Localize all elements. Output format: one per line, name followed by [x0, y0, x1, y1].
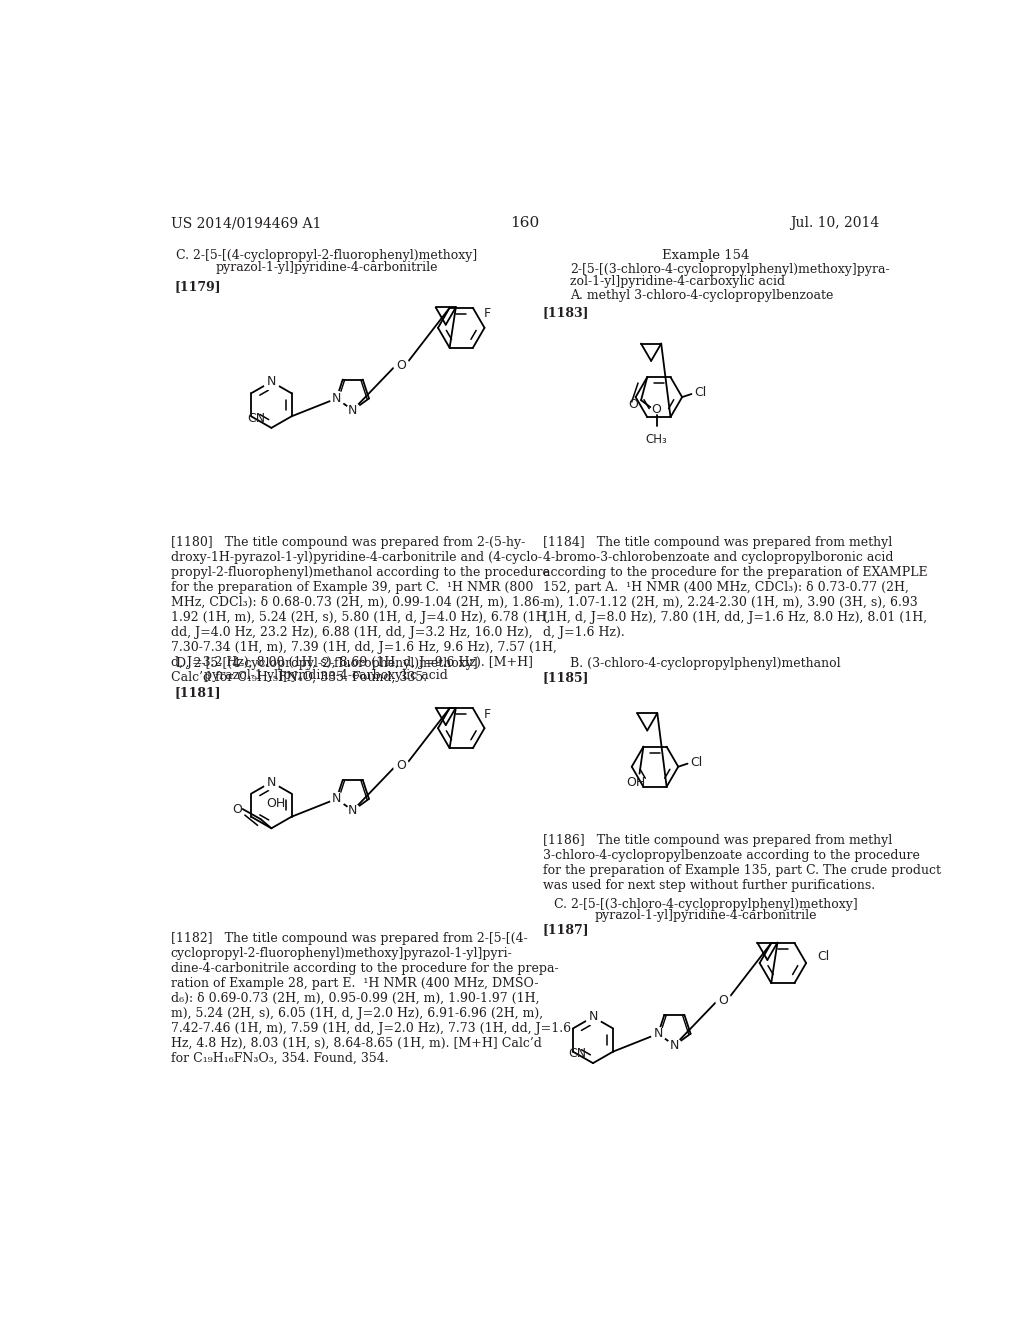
Text: [1185]: [1185]: [543, 671, 589, 684]
Text: N: N: [589, 1010, 598, 1023]
Text: F: F: [483, 708, 490, 721]
Text: C. 2-[5-[(3-chloro-4-cyclopropylphenyl)methoxy]: C. 2-[5-[(3-chloro-4-cyclopropylphenyl)m…: [554, 898, 857, 911]
Text: O: O: [232, 803, 243, 816]
Text: [1187]: [1187]: [543, 923, 589, 936]
Text: [1181]: [1181]: [174, 686, 221, 700]
Text: N: N: [670, 1039, 679, 1052]
Text: C. 2-[5-[(4-cyclopropyl-2-fluorophenyl)methoxy]: C. 2-[5-[(4-cyclopropyl-2-fluorophenyl)m…: [176, 249, 477, 263]
Text: CN: CN: [568, 1047, 587, 1060]
Text: Cl: Cl: [817, 950, 829, 964]
Text: B. (3-chloro-4-cyclopropylphenyl)methanol: B. (3-chloro-4-cyclopropylphenyl)methano…: [570, 657, 841, 671]
Text: N: N: [266, 776, 276, 788]
Text: [1184]   The title compound was prepared from methyl
4-bromo-3-chlorobenzoate an: [1184] The title compound was prepared f…: [543, 536, 928, 639]
Text: [1179]: [1179]: [174, 280, 221, 293]
Text: Jul. 10, 2014: Jul. 10, 2014: [790, 216, 879, 230]
Text: OH: OH: [266, 797, 286, 810]
Text: CH₃: CH₃: [646, 433, 668, 446]
Text: O: O: [718, 994, 728, 1007]
Text: Cl: Cl: [694, 385, 707, 399]
Text: pyrazol-1-yl]pyridine-4-carbonitrile: pyrazol-1-yl]pyridine-4-carbonitrile: [215, 261, 437, 273]
Text: 2-[5-[(3-chloro-4-cyclopropylphenyl)methoxy]pyra-: 2-[5-[(3-chloro-4-cyclopropylphenyl)meth…: [569, 263, 890, 276]
Text: US 2014/0194469 A1: US 2014/0194469 A1: [171, 216, 321, 230]
Text: [1186]   The title compound was prepared from methyl
3-chloro-4-cyclopropylbenzo: [1186] The title compound was prepared f…: [543, 834, 941, 892]
Text: D. 2-[5-[(4-cyclopropyl-2-fluorophenyl)methoxy]: D. 2-[5-[(4-cyclopropyl-2-fluorophenyl)m…: [175, 657, 477, 671]
Text: [1182]   The title compound was prepared from 2-[5-[(4-
cyclopropyl-2-fluorophen: [1182] The title compound was prepared f…: [171, 932, 570, 1065]
Text: [1180]   The title compound was prepared from 2-(5-hy-
droxy-1H-pyrazol-1-yl)pyr: [1180] The title compound was prepared f…: [171, 536, 556, 684]
Text: OH: OH: [626, 776, 645, 789]
Text: [1183]: [1183]: [543, 306, 589, 319]
Text: N: N: [348, 404, 357, 417]
Text: pyrazol-1-yl]pyridine-4-carboxylic acid: pyrazol-1-yl]pyridine-4-carboxylic acid: [205, 669, 449, 682]
Text: O: O: [396, 359, 407, 372]
Text: pyrazol-1-yl]pyridine-4-carbonitrile: pyrazol-1-yl]pyridine-4-carbonitrile: [594, 909, 816, 923]
Text: CN: CN: [247, 412, 265, 425]
Text: N: N: [266, 375, 276, 388]
Text: O: O: [396, 759, 407, 772]
Text: O: O: [651, 403, 662, 416]
Text: N: N: [348, 804, 357, 817]
Text: Example 154: Example 154: [662, 249, 750, 263]
Text: N: N: [653, 1027, 663, 1040]
Text: N: N: [332, 392, 341, 405]
Text: F: F: [483, 308, 490, 321]
Text: zol-1-yl]pyridine-4-carboxylic acid: zol-1-yl]pyridine-4-carboxylic acid: [569, 275, 784, 288]
Text: 160: 160: [510, 216, 540, 230]
Text: O: O: [629, 397, 638, 411]
Text: N: N: [332, 792, 341, 805]
Text: Cl: Cl: [690, 755, 702, 768]
Text: A. methyl 3-chloro-4-cyclopropylbenzoate: A. methyl 3-chloro-4-cyclopropylbenzoate: [569, 289, 834, 302]
